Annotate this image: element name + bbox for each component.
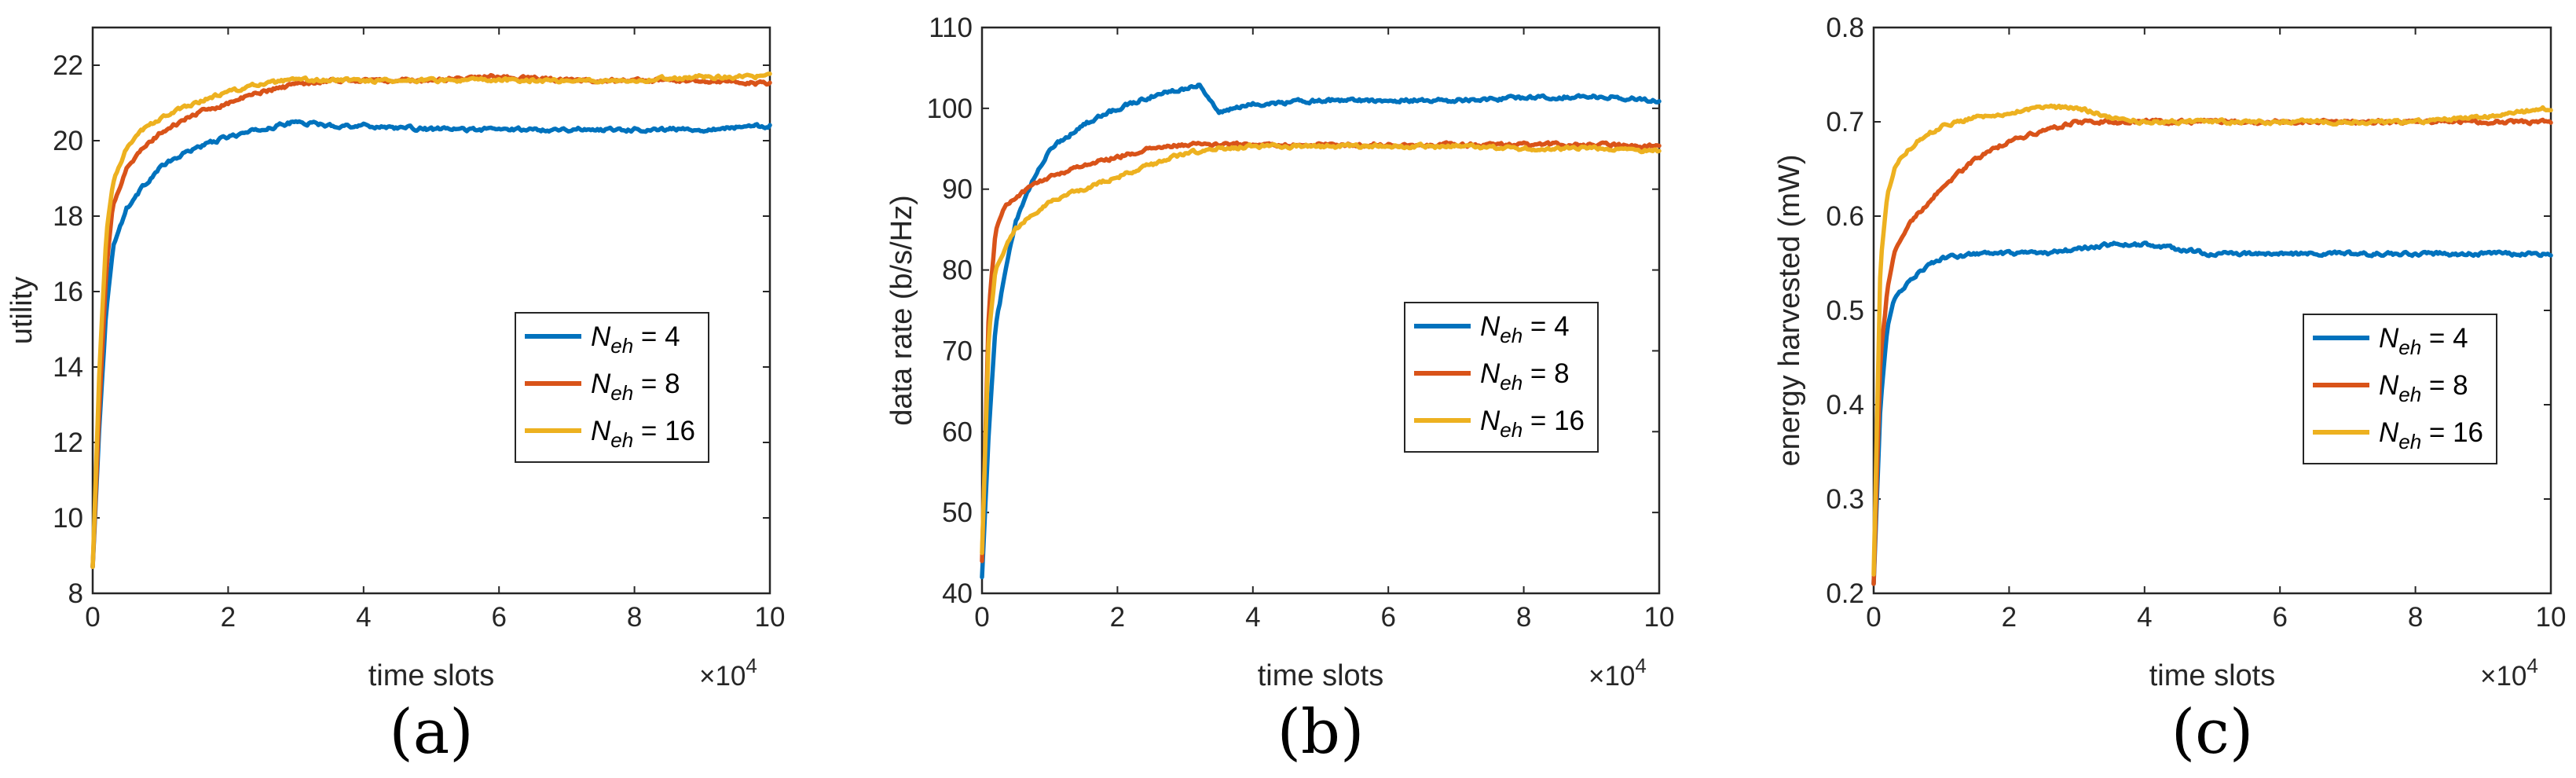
- series-line-b-0: [980, 83, 1662, 580]
- x-tick-label-c-4: 8: [2408, 602, 2423, 633]
- y-tick-label-b-4: 80: [942, 255, 973, 286]
- x-tick-label-a-1: 2: [221, 602, 236, 633]
- y-tick-label-c-1: 0.3: [1826, 484, 1864, 515]
- y-axis-label-c: energy harvested (mW): [1773, 154, 1806, 466]
- x-axis-label-c: time slots: [2149, 659, 2275, 692]
- y-tick-label-a-6: 20: [53, 126, 83, 156]
- x-tick-label-c-2: 4: [2137, 602, 2152, 633]
- panel-label-c: (c): [2171, 697, 2254, 768]
- x-tick-label-b-5: 10: [1644, 602, 1675, 633]
- panel-label-b: (b): [1277, 697, 1365, 768]
- y-tick-label-b-5: 90: [942, 174, 973, 205]
- y-tick-label-a-3: 14: [53, 352, 83, 383]
- x-tick-label-b-4: 8: [1516, 602, 1531, 633]
- series-group-b: [980, 83, 1662, 580]
- y-tick-label-b-3: 70: [942, 336, 973, 366]
- x-tick-label-c-0: 0: [1866, 602, 1881, 633]
- legend-entry-a-1: Neh = 8: [591, 369, 680, 405]
- series-line-a-2: [90, 72, 772, 570]
- x-tick-label-b-3: 6: [1380, 602, 1395, 633]
- legend-entry-a-2: Neh = 16: [591, 416, 695, 452]
- y-tick-label-b-1: 50: [942, 497, 973, 528]
- y-tick-label-c-6: 0.8: [1826, 13, 1864, 43]
- y-tick-label-a-2: 12: [53, 428, 83, 458]
- legend-entry-b-1: Neh = 8: [1480, 358, 1570, 395]
- x-tick-label-a-2: 4: [356, 602, 371, 633]
- x-tick-label-a-3: 6: [491, 602, 506, 633]
- plot-area-c: [1872, 26, 2552, 595]
- x-axis-label-a: time slots: [368, 659, 494, 692]
- chart-panel-b: 0 2 4 6 8 10 40 50 60 70 80 90 100 110 time slots dat…: [885, 13, 1674, 768]
- x-exponent-b: ×104: [1588, 654, 1647, 692]
- legend-entry-b-0: Neh = 4: [1480, 311, 1570, 347]
- legend-entry-c-1: Neh = 8: [2379, 370, 2468, 406]
- y-axis-label-a: utility: [5, 277, 38, 345]
- ticks-c: 0 2 4 6 8 10 0.2 0.3 0.4 0.5 0.6 0.7 0.8: [1826, 13, 2566, 633]
- x-exponent-c: ×104: [2480, 654, 2538, 692]
- legend-a: Neh = 4 Neh = 8 Neh = 16: [515, 312, 709, 463]
- y-tick-label-b-2: 60: [942, 417, 973, 447]
- x-tick-label-b-1: 2: [1110, 602, 1125, 633]
- y-tick-label-a-7: 22: [53, 50, 83, 81]
- x-exponent-a: ×104: [699, 654, 757, 692]
- x-tick-label-c-3: 6: [2272, 602, 2287, 633]
- y-tick-label-c-4: 0.6: [1826, 201, 1864, 232]
- x-tick-label-c-5: 10: [2536, 602, 2567, 633]
- series-line-a-0: [90, 119, 772, 570]
- legend-c: Neh = 4 Neh = 8 Neh = 16: [2303, 314, 2497, 464]
- series-line-b-2: [980, 141, 1662, 556]
- series-group-a: [90, 72, 772, 570]
- x-tick-label-a-4: 8: [627, 602, 642, 633]
- series-group-c: [1871, 103, 2553, 586]
- series-line-c-2: [1871, 103, 2553, 577]
- legend-entry-b-2: Neh = 16: [1480, 406, 1585, 442]
- y-tick-label-c-5: 0.7: [1826, 107, 1864, 138]
- series-line-c-0: [1871, 240, 2553, 586]
- y-tick-label-b-6: 100: [927, 94, 973, 124]
- series-line-b-1: [980, 140, 1662, 563]
- plot-area-a: [91, 26, 771, 595]
- y-tick-label-b-0: 40: [942, 578, 973, 609]
- legend-b: Neh = 4 Neh = 8 Neh = 16: [1404, 302, 1599, 453]
- panel-label-a: (a): [389, 697, 473, 768]
- y-axis-label-b: data rate (b/s/Hz): [885, 195, 918, 426]
- legend-entry-a-0: Neh = 4: [591, 321, 680, 358]
- legend-entry-c-2: Neh = 16: [2379, 417, 2483, 453]
- x-tick-label-a-5: 10: [755, 602, 786, 633]
- y-tick-label-c-3: 0.5: [1826, 295, 1864, 326]
- x-axis-label-b: time slots: [1258, 659, 1383, 692]
- x-tick-label-b-2: 4: [1245, 602, 1260, 633]
- ticks-a: 0 2 4 6 8 10 8 10 12 14 16 18 20 22: [53, 28, 785, 633]
- y-tick-label-a-5: 18: [53, 201, 83, 232]
- y-tick-label-c-2: 0.4: [1826, 390, 1864, 420]
- x-tick-label-b-0: 0: [974, 602, 989, 633]
- x-tick-label-c-1: 2: [2002, 602, 2017, 633]
- y-tick-label-b-7: 110: [929, 13, 973, 43]
- y-tick-label-c-0: 0.2: [1826, 578, 1864, 609]
- y-tick-label-a-0: 8: [68, 578, 83, 609]
- chart-panel-a: 0 2 4 6 8 10 8 10 12 14 16 18 20 22 time slots utilit…: [5, 26, 785, 768]
- y-tick-label-a-4: 16: [53, 277, 83, 307]
- chart-panel-c: 0 2 4 6 8 100.20.30.40.50.60.70.8 time slots …: [1773, 13, 2566, 768]
- legend-entry-c-0: Neh = 4: [2379, 323, 2468, 359]
- y-tick-label-a-1: 10: [53, 503, 83, 534]
- x-tick-label-a-0: 0: [85, 602, 100, 633]
